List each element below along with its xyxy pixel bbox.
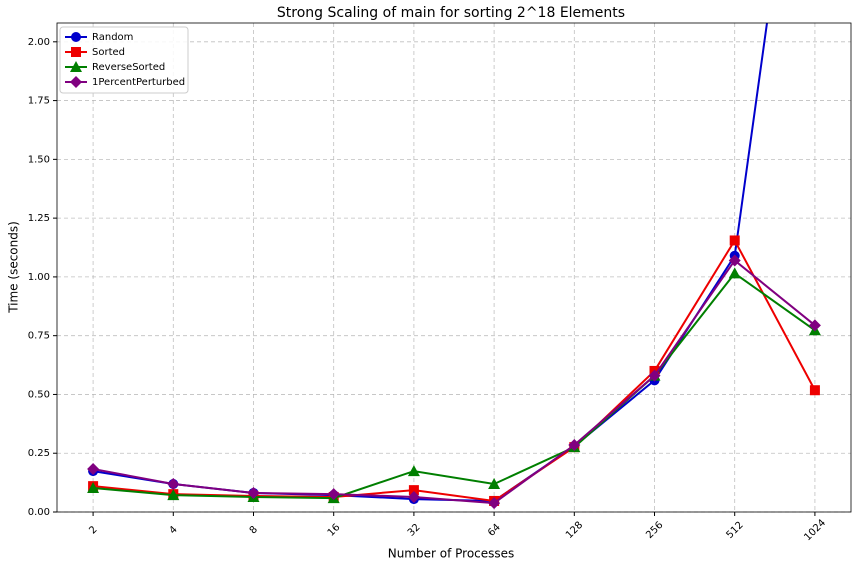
y-tick-label: 0.00 xyxy=(28,507,50,518)
legend-box xyxy=(59,26,189,94)
y-axis-label: Time (seconds) xyxy=(7,221,21,314)
marker xyxy=(407,465,420,477)
series-line xyxy=(92,258,816,505)
marker xyxy=(167,489,180,501)
x-axis-label: Number of Processes xyxy=(388,547,515,561)
marker xyxy=(71,47,81,57)
marker xyxy=(488,478,501,490)
marker xyxy=(247,486,260,499)
marker xyxy=(87,462,100,475)
legend-label: Sorted xyxy=(92,47,125,58)
chart-title: Strong Scaling of main for sorting 2^18 … xyxy=(277,5,625,21)
series-line xyxy=(93,272,816,500)
marker xyxy=(327,488,340,501)
y-tick-label: 2.00 xyxy=(28,37,50,48)
y-tick-label: 1.50 xyxy=(28,154,50,165)
marker xyxy=(809,385,820,396)
marker xyxy=(808,319,821,332)
marker xyxy=(568,438,581,451)
marker xyxy=(167,478,180,491)
marker xyxy=(407,490,420,503)
legend-label: Random xyxy=(92,32,133,43)
marker xyxy=(488,497,501,510)
marker xyxy=(70,76,82,88)
marker xyxy=(729,235,740,246)
y-tick-label: 1.75 xyxy=(28,96,50,107)
legend: Random Sorted ReverseSorted 1PercentPerturb… xyxy=(59,26,189,94)
y-tick-label: 1.00 xyxy=(28,272,50,283)
marker xyxy=(728,267,741,279)
marker xyxy=(71,32,81,42)
plot-area xyxy=(87,23,821,510)
y-tick-label: 0.50 xyxy=(28,389,50,400)
marker xyxy=(648,369,661,382)
y-tick-label: 0.25 xyxy=(28,448,50,459)
marker xyxy=(408,485,419,496)
plot-frame xyxy=(56,22,852,513)
y-tick-label: 0.75 xyxy=(28,331,50,342)
marker xyxy=(70,61,82,72)
legend-label: 1PercentPerturbed xyxy=(92,77,185,88)
y-tick-label: 1.25 xyxy=(28,213,50,224)
legend-label: ReverseSorted xyxy=(92,62,165,73)
marker xyxy=(87,482,100,494)
marker xyxy=(728,254,741,267)
